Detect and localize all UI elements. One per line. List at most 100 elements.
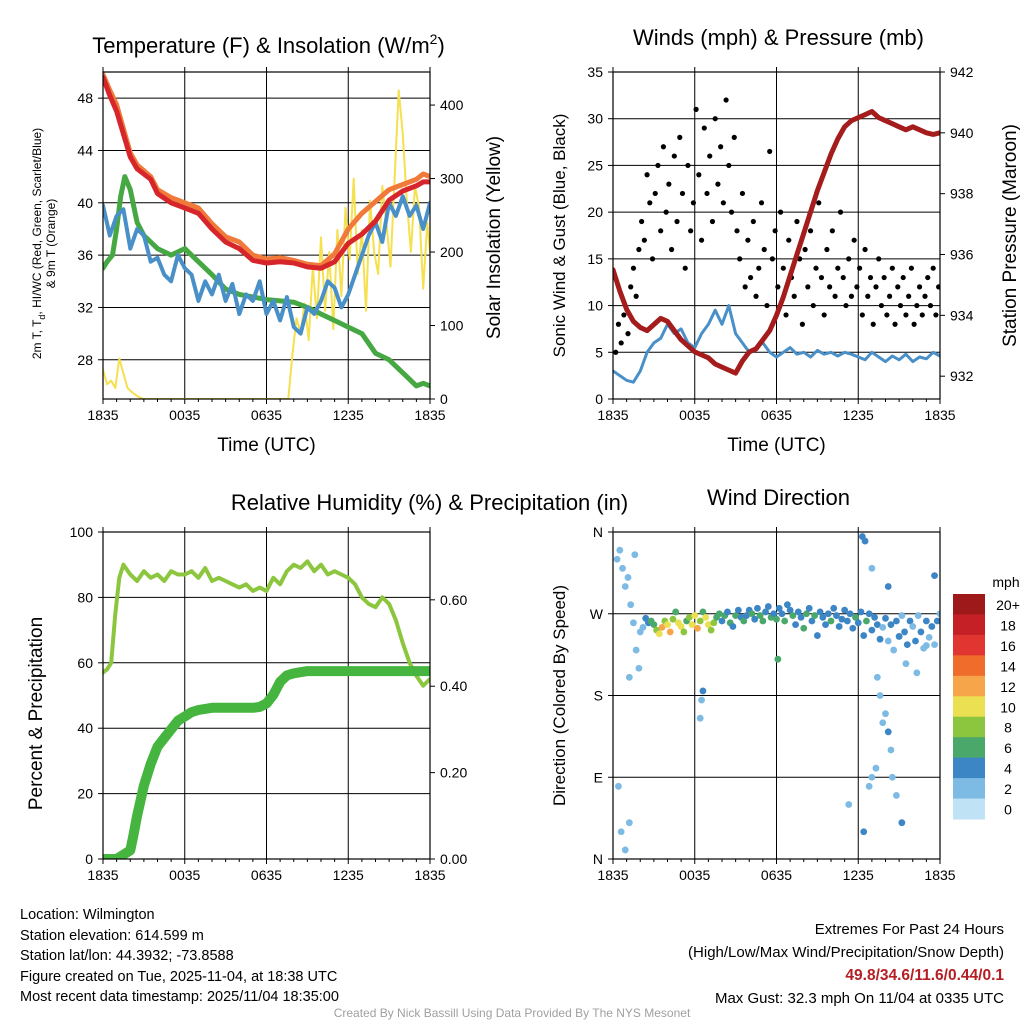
direction-point [863, 617, 870, 625]
y2-tick-label: 0.00 [440, 851, 467, 867]
gust-point [851, 237, 857, 243]
direction-point [786, 606, 794, 614]
gust-point [892, 321, 898, 327]
direction-point [882, 710, 889, 718]
direction-point [854, 619, 862, 627]
gust-point [753, 293, 759, 299]
extremes-title: Extremes For Past 24 Hours [814, 921, 1004, 938]
direction-point [734, 606, 742, 614]
x-tick-label: 1235 [843, 407, 874, 423]
direction-point [800, 624, 808, 632]
y-tick-label: N [593, 524, 603, 540]
direction-point [835, 623, 843, 630]
direction-point [764, 603, 772, 610]
direction-point [898, 819, 906, 827]
direction-point [789, 612, 797, 619]
chart-title: Relative Humidity (%) & Precipitation (i… [231, 490, 628, 515]
created-text: Figure created on Tue, 2025-11-04, at 18… [20, 968, 338, 985]
direction-point [805, 604, 813, 612]
gust-point [908, 265, 914, 271]
gust-point [791, 293, 797, 299]
series-rh [103, 559, 430, 688]
gust-point [737, 256, 743, 262]
direction-point [754, 604, 761, 612]
x-tick-label: 0635 [251, 407, 282, 423]
colorbar-title: mph [992, 574, 1019, 590]
colorbar-label: 4 [1004, 761, 1012, 777]
colorbar-swatch [953, 614, 985, 636]
y-tick-label: 60 [77, 655, 93, 671]
y-tick-label: 36 [77, 247, 93, 263]
colorbar-swatch [953, 655, 985, 677]
gust-point [810, 302, 816, 309]
colorbar-label: 18 [1000, 617, 1016, 633]
gust-point [927, 302, 934, 309]
gust-point [870, 321, 876, 327]
y-tick-label: E [594, 769, 603, 785]
gust-point [873, 284, 879, 290]
credit-line: Created By Nick Bassill Using Data Provi… [333, 1006, 691, 1020]
gust-point [628, 284, 634, 290]
direction-point [882, 614, 889, 622]
direction-point [909, 623, 917, 630]
y-tick-label: 32 [77, 299, 93, 315]
gust-point [777, 209, 784, 215]
gust-point [726, 162, 732, 169]
direction-point [688, 621, 696, 629]
gust-point [903, 312, 909, 318]
direction-point [704, 621, 712, 629]
colorbar-label: 14 [1000, 658, 1016, 674]
gust-point [805, 284, 811, 290]
direction-point [774, 655, 782, 663]
y2-tick-label: 942 [950, 64, 974, 80]
gust-point [843, 302, 849, 309]
direction-point [838, 615, 846, 623]
gust-point [802, 246, 808, 253]
direction-point [696, 714, 704, 722]
direction-point [860, 828, 868, 836]
extremes-panel: Extremes For Past 24 Hours (High/Low/Max… [688, 918, 1004, 1010]
direction-point [876, 692, 884, 699]
gust-point [655, 162, 661, 169]
gust-point [897, 302, 904, 309]
gust-point [704, 190, 710, 197]
direction-point [650, 621, 658, 629]
x-tick-label: 1835 [597, 407, 628, 423]
y2-tick-label: 936 [950, 247, 974, 263]
direction-point [669, 615, 677, 623]
direction-point [879, 719, 887, 727]
gust-point [758, 200, 765, 206]
y2-axis-label: Solar Insolation (Yellow) [484, 136, 505, 339]
colorbar-swatch [953, 757, 985, 779]
gust-point [865, 293, 871, 299]
direction-point [803, 610, 810, 618]
gust-point [679, 190, 686, 197]
gust-point [715, 181, 721, 187]
station-info: Location: Wilmington Station elevation: … [20, 905, 339, 1008]
direction-point [616, 546, 624, 554]
direction-point [833, 612, 840, 619]
recent-text: Most recent data timestamp: 2025/11/04 1… [20, 989, 339, 1005]
gust-point [742, 284, 748, 290]
colorbar-swatch [953, 778, 985, 800]
gust-point [884, 312, 890, 318]
gust-point [821, 312, 827, 318]
gust-point [832, 293, 838, 299]
direction-point [884, 583, 892, 590]
y-tick-label: 20 [587, 204, 603, 220]
gust-point [696, 172, 702, 178]
gust-point [693, 106, 699, 112]
colorbar: mph 20+ 18 16 14 12 10 8 6 4 2 0 [953, 574, 1020, 820]
y2-tick-label: 0.60 [440, 592, 467, 608]
gust-point [663, 209, 669, 215]
direction-point [901, 628, 908, 636]
direction-point [702, 613, 710, 621]
y2-tick-label: 200 [440, 244, 464, 260]
gust-point [914, 302, 920, 309]
direction-point [922, 617, 930, 625]
y-axis-label-2: & 9m T (Orange) [44, 199, 58, 289]
x-tick-label: 1835 [597, 867, 628, 883]
gust-point [745, 237, 751, 243]
chart-title: Winds (mph) & Pressure (mb) [633, 25, 924, 50]
gust-point [718, 144, 724, 150]
